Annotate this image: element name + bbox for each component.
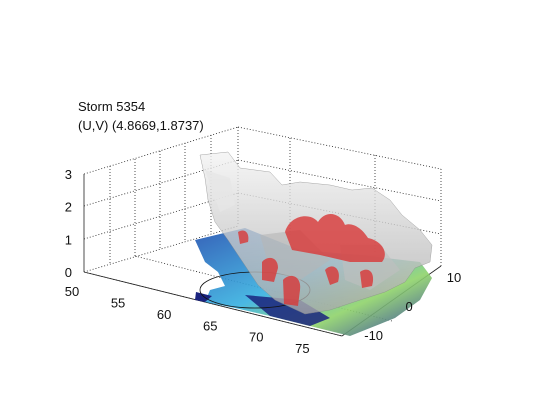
core-isosurface: [238, 214, 385, 306]
x-tick-label: 65: [203, 318, 217, 333]
x-tick-label: 55: [111, 295, 125, 310]
z-tick-label: 2: [65, 200, 72, 215]
z-tick-label: 3: [65, 167, 72, 182]
chart-title-line1: Storm 5354: [78, 99, 146, 114]
z-tick-label: 1: [65, 232, 72, 247]
y-axis-ticks: -10 0 10: [364, 270, 461, 343]
y-tick-label: 0: [406, 299, 413, 314]
x-tick-label: 50: [65, 284, 79, 299]
x-tick-label: 60: [157, 307, 171, 322]
y-tick-label: 10: [447, 270, 461, 285]
x-tick-label: 70: [249, 330, 263, 345]
y-tick-label: -10: [364, 328, 383, 343]
z-tick-label: 0: [65, 265, 72, 280]
chart-title-line2: (U,V) (4.8669,1.8737): [78, 118, 204, 133]
z-axis-ticks: 0 1 2 3: [65, 167, 72, 280]
x-axis-ticks: 50 55 60 65 70 75: [65, 284, 310, 356]
x-tick-label: 75: [295, 341, 309, 356]
